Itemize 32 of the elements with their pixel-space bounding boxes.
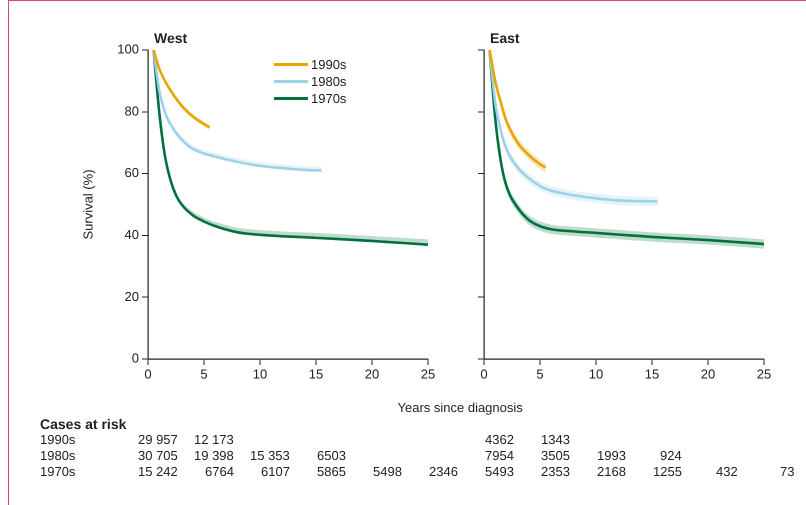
x-tick-label: 15 — [308, 366, 324, 382]
y-axis-title: Survival (%) — [80, 168, 96, 240]
x-tick-label: 25 — [420, 366, 436, 382]
x-tick-label: 10 — [252, 366, 268, 382]
legend-label: 1970s — [310, 90, 346, 108]
text: 7954 3505 1993 924 — [485, 448, 682, 463]
x-tick-label: 10 — [588, 366, 604, 382]
chart-title: East — [490, 30, 520, 46]
y-tick-label: 60 — [124, 165, 139, 180]
legend-label: 1980s — [310, 73, 346, 90]
x-tick-label: 0 — [480, 366, 488, 382]
text: 1980s 30 705 19 398 15 353 6503 — [40, 448, 346, 463]
y-tick-label: 100 — [117, 42, 139, 57]
x-tick-label: 0 — [144, 366, 152, 382]
y-tick-label: 40 — [124, 226, 139, 242]
x-tick-label: 5 — [200, 366, 208, 382]
chart-title: West — [154, 30, 188, 46]
y-tick-label: 0 — [132, 350, 139, 366]
x-tick-label: 15 — [644, 366, 660, 382]
x-tick-label: 25 — [756, 366, 772, 382]
text: Cases at risk — [40, 416, 126, 432]
x-tick-label: 5 — [536, 366, 544, 382]
text: 1990s 29 957 12 173 — [40, 432, 234, 447]
x-tick-label: 20 — [700, 366, 716, 382]
x-tick-label: 20 — [364, 366, 380, 382]
y-tick-label: 20 — [124, 288, 139, 304]
text: 1970s 15 242 6764 6107 5865 5498 2346 — [40, 464, 458, 479]
y-tick-label: 80 — [124, 103, 139, 118]
text: 5493 2353 2168 1255 432 73 — [485, 464, 794, 479]
x-axis-title: Years since diagnosis — [398, 400, 523, 415]
legend-label: 1990s — [310, 56, 346, 74]
text: 4362 1343 — [485, 432, 570, 447]
